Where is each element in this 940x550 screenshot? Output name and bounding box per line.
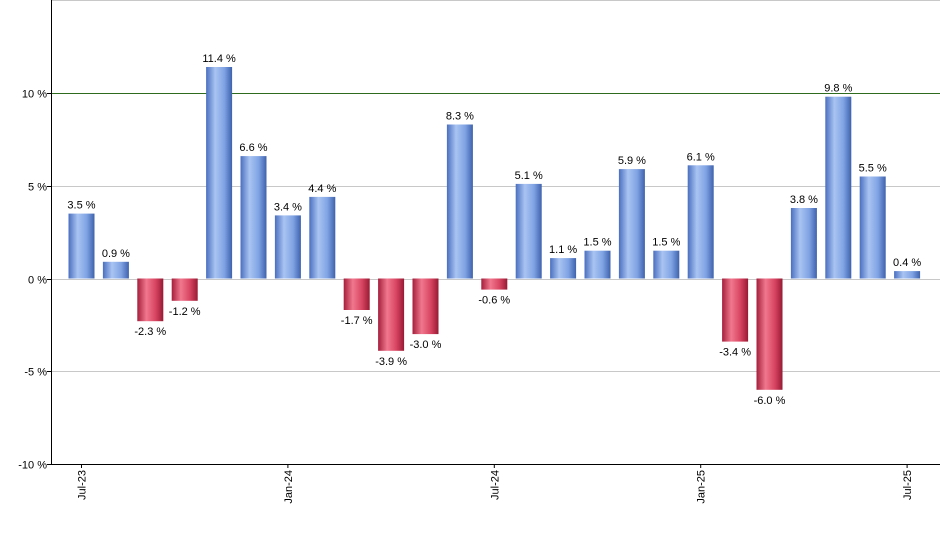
bar-positive <box>550 258 577 279</box>
x-tick-label: Jan-25 <box>696 470 708 504</box>
data-label: 1.1 % <box>549 244 577 256</box>
data-label: -3.0 % <box>410 339 442 351</box>
data-label: 11.4 % <box>202 53 236 65</box>
bar-negative <box>171 278 198 301</box>
y-tick-label: -10 % <box>18 460 47 472</box>
data-labels: 3.5 % 0.9 % -2.3 %-1.2 % 11.4 % 6.6 % 3.4 % 4.… <box>67 53 921 407</box>
bar-negative <box>137 278 164 322</box>
y-tick-label: 10 % <box>22 89 47 101</box>
bar-positive <box>653 250 680 279</box>
y-tick-label: 5 % <box>28 182 47 194</box>
data-label: 3.4 % <box>274 201 302 213</box>
data-label: 4.4 % <box>308 183 336 195</box>
bar-positive <box>618 169 645 279</box>
data-label: 8.3 % <box>446 111 474 123</box>
bar-positive <box>274 215 301 279</box>
y-tick-label: 0 % <box>28 275 47 287</box>
data-label: 1.5 % <box>652 237 680 249</box>
x-tick-label: Jan-24 <box>283 470 295 504</box>
bar-negative <box>412 278 439 335</box>
data-label: 3.5 % <box>67 200 95 212</box>
bar-positive <box>790 208 817 279</box>
bar-positive <box>825 96 852 279</box>
bar-positive <box>515 183 542 279</box>
bar-positive <box>446 124 473 279</box>
bar-negative <box>481 278 508 290</box>
data-label: 0.9 % <box>102 248 130 260</box>
bar-positive <box>894 271 921 279</box>
data-label: -6.0 % <box>754 395 786 407</box>
data-label: -0.6 % <box>478 295 510 307</box>
data-label: 1.5 % <box>583 237 611 249</box>
bar-positive <box>206 67 233 279</box>
gridlines <box>51 0 940 372</box>
data-label: -2.3 % <box>134 326 166 338</box>
data-label: 9.8 % <box>824 83 852 95</box>
x-tick-label: Jul-24 <box>489 470 501 500</box>
data-label: 5.1 % <box>515 170 543 182</box>
data-label: 5.5 % <box>859 163 887 175</box>
bar-positive <box>859 176 886 279</box>
bar-positive <box>687 165 714 279</box>
bar-positive <box>309 196 336 279</box>
bar-negative <box>756 278 783 390</box>
y-tick-label: -5 % <box>24 367 47 379</box>
bar-negative <box>722 278 749 342</box>
bars <box>68 67 921 390</box>
bar-negative <box>343 278 370 310</box>
bar-positive <box>240 156 267 279</box>
data-label: 6.6 % <box>239 142 267 154</box>
bar-positive <box>68 213 95 279</box>
data-label: 0.4 % <box>893 257 921 269</box>
bar-positive <box>584 250 611 279</box>
data-label: 3.8 % <box>790 194 818 206</box>
data-label: -1.7 % <box>341 315 373 327</box>
bar-positive <box>102 261 129 279</box>
axes: 10 % 5 % 0 % -5 % -10 % Jul-23 Jan-24 Jul-24 Jan… <box>18 0 940 504</box>
data-label: 6.1 % <box>687 151 715 163</box>
data-label: -3.9 % <box>375 356 407 368</box>
bar-negative <box>378 278 405 351</box>
x-tick-label: Jul-23 <box>77 470 89 500</box>
data-label: 5.9 % <box>618 155 646 167</box>
x-tick-label: Jul-25 <box>902 470 914 500</box>
data-label: -1.2 % <box>169 306 201 318</box>
data-label: -3.4 % <box>719 347 751 359</box>
